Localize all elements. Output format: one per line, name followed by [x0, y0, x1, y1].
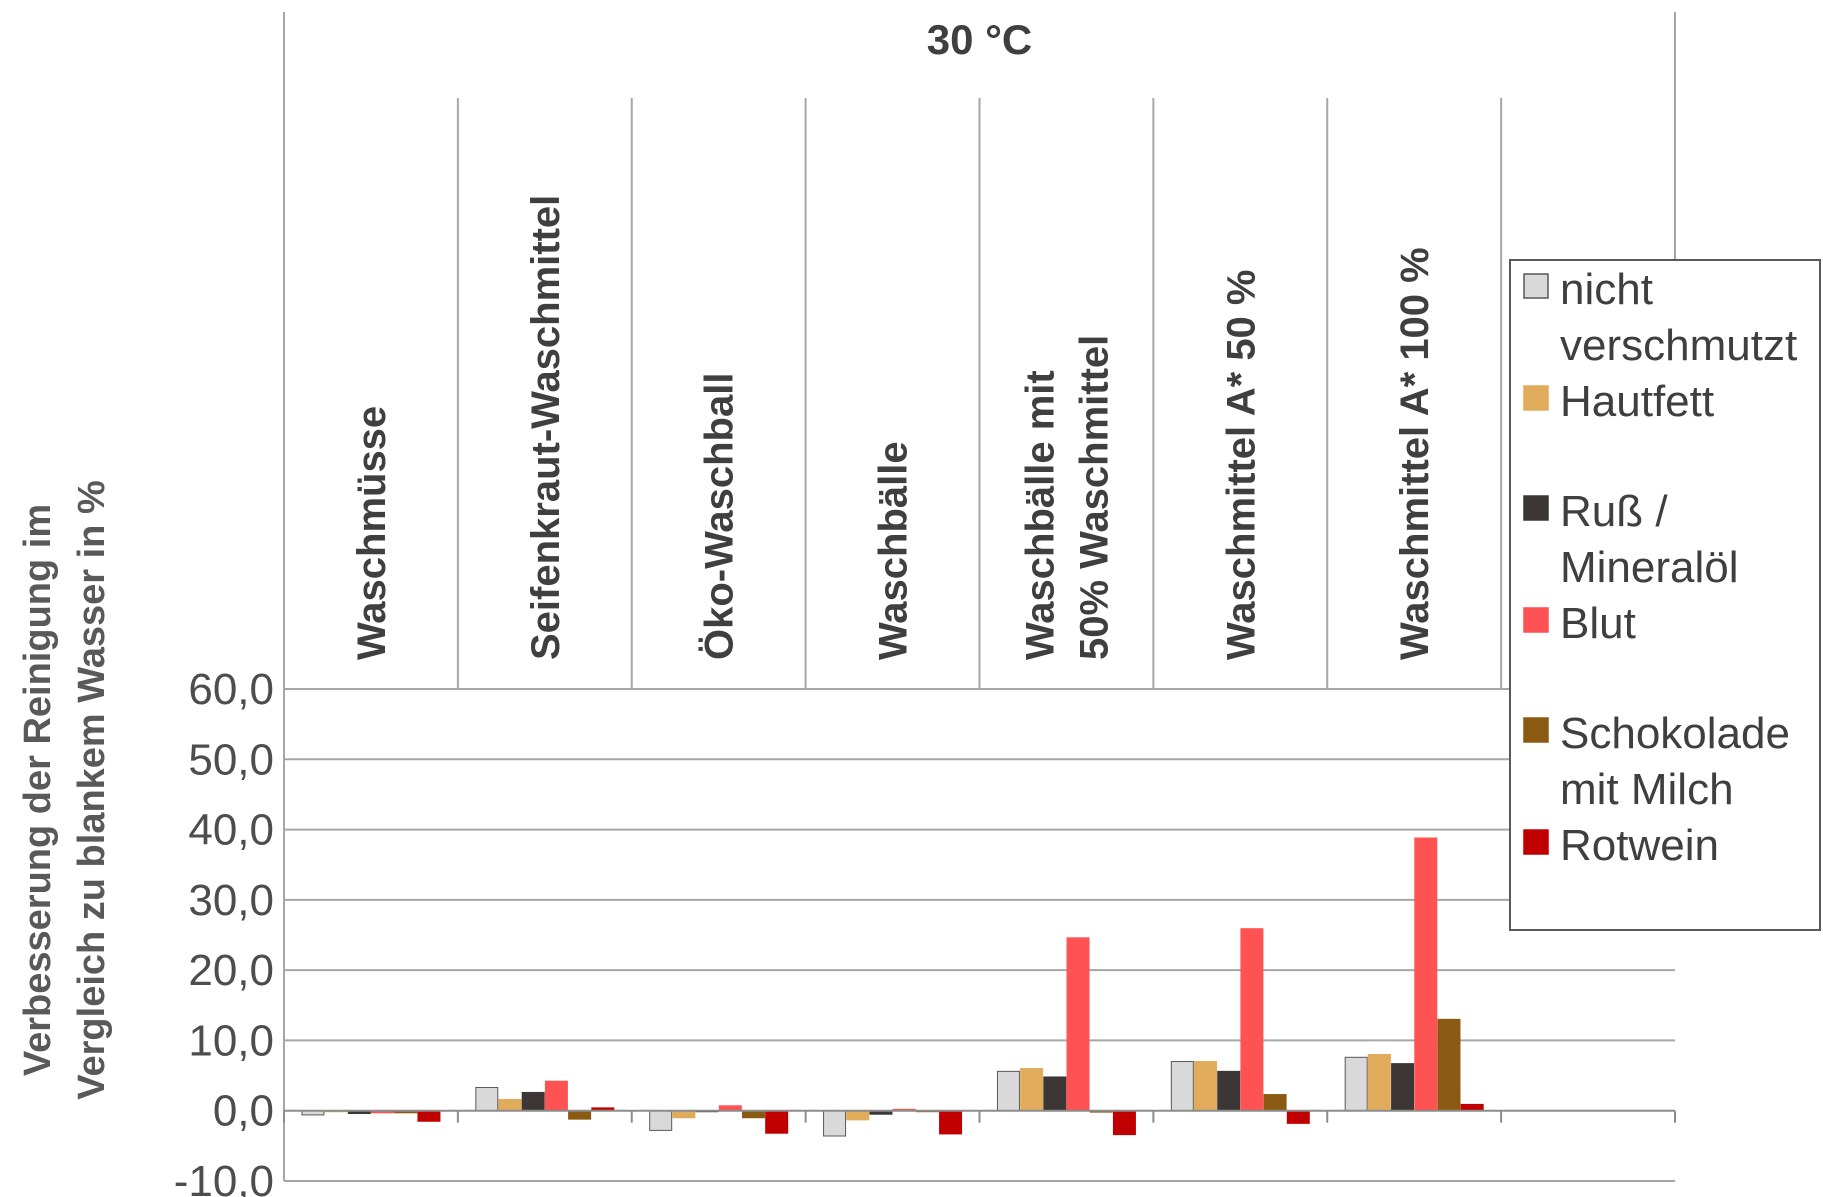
chart-frame [283, 12, 1676, 1181]
bar [1170, 1061, 1194, 1112]
bar [1391, 1063, 1415, 1112]
bar [521, 1091, 545, 1112]
bar [1367, 1053, 1391, 1112]
bar [1286, 1110, 1310, 1124]
bars [301, 837, 1484, 1137]
category-label: Waschmüsse [350, 406, 394, 660]
category-label: Waschbälle mit [1018, 370, 1062, 660]
y-axis-ticks: -10,0 0,0 10,0 20,0 30,0 40,0 50,0 60,0 [174, 665, 274, 1197]
legend-label: Blut [1560, 599, 1636, 648]
y-axis-title-line: Vergleich zu blankem Wasser in % [71, 480, 113, 1100]
gridlines [284, 688, 1675, 1182]
y-tick-label: 30,0 [188, 876, 274, 925]
category-label: Waschbälle [872, 441, 916, 660]
bar [1414, 837, 1438, 1112]
y-tick-label: 50,0 [188, 735, 274, 784]
bar [1217, 1070, 1241, 1112]
y-tick-label: 0,0 [213, 1087, 274, 1136]
bar [1066, 937, 1090, 1112]
y-axis-title-line: Verbesserung der Reinigung im [17, 504, 59, 1076]
y-tick-label: 60,0 [188, 665, 274, 714]
category-label: Öko-Waschball [697, 373, 742, 660]
y-tick-label: -10,0 [174, 1157, 274, 1197]
bar [939, 1110, 963, 1135]
bar [417, 1110, 441, 1122]
legend-swatch [1523, 607, 1549, 633]
legend-label: Schokolade [1560, 709, 1790, 758]
y-axis-title: Verbesserung der Reinigung im Vergleich z… [17, 480, 113, 1100]
bar [649, 1110, 673, 1131]
y-tick-label: 20,0 [188, 946, 274, 995]
bar [1020, 1068, 1044, 1112]
bar [544, 1080, 568, 1112]
bar [672, 1110, 696, 1119]
legend-swatch [1523, 829, 1549, 855]
bar [1043, 1076, 1067, 1112]
chart-title: 30 °C [927, 16, 1033, 63]
category-label: 50% Waschmittel [1072, 335, 1116, 660]
legend-label: nicht [1560, 265, 1653, 314]
category-label: Waschmittel A* 100 % [1393, 247, 1437, 660]
legend-label: Rotwein [1560, 821, 1719, 870]
bar [568, 1110, 592, 1120]
legend-label: Hautfett [1560, 377, 1714, 426]
category-label: Waschmittel A* 50 % [1219, 270, 1263, 661]
legend-label: verschmutzt [1560, 321, 1797, 370]
bar [1437, 1018, 1461, 1112]
legend-swatch [1523, 495, 1549, 521]
y-tick-label: 10,0 [188, 1016, 274, 1065]
legend-label: Mineralöl [1560, 543, 1739, 592]
legend-box [1509, 259, 1821, 931]
bar [741, 1110, 765, 1119]
bar [475, 1087, 499, 1112]
bar [996, 1070, 1020, 1112]
bar [1240, 928, 1264, 1112]
x-axis [283, 1109, 1676, 1123]
bar [846, 1110, 870, 1121]
legend-swatch [1523, 273, 1549, 299]
category-header: 30 °C Waschmüsse Seifenkraut-Waschmittel Ök… [350, 16, 1437, 660]
y-tick-label: 40,0 [188, 806, 274, 855]
legend-swatch [1523, 717, 1549, 743]
category-label: Seifenkraut-Waschmittel [524, 195, 568, 660]
bar [1263, 1094, 1287, 1112]
bar [1112, 1110, 1136, 1136]
bar [765, 1110, 789, 1134]
bar [1194, 1061, 1218, 1112]
legend: nicht verschmutzt Hautfett Ruß / Mineralöl Bl… [1509, 259, 1821, 931]
legend-swatch [1523, 385, 1549, 411]
bar [823, 1110, 847, 1137]
bar [1344, 1056, 1368, 1112]
bar [498, 1098, 522, 1112]
legend-label: mit Milch [1560, 765, 1734, 814]
legend-label: Ruß / [1560, 487, 1668, 536]
